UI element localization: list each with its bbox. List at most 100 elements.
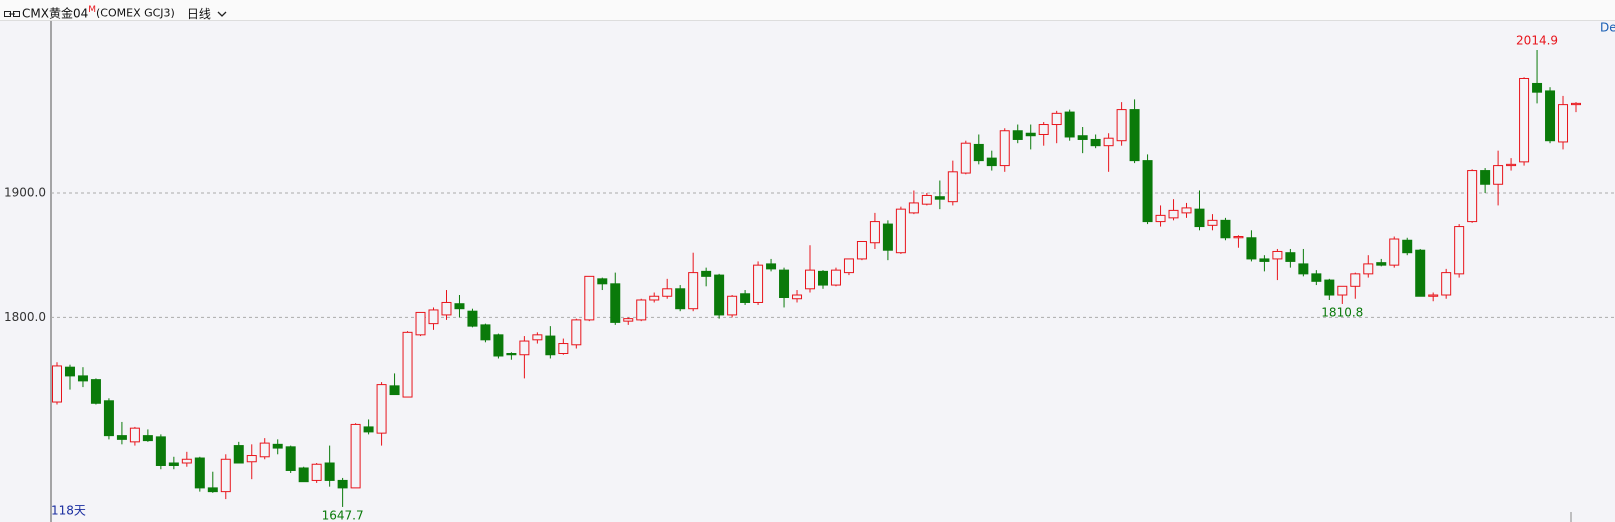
- candle-body: [1077, 135, 1088, 140]
- candle-body: [1272, 250, 1283, 260]
- candle-body: [610, 283, 621, 323]
- code: (COMEX GCJ3): [96, 6, 175, 20]
- candle-body: [960, 142, 971, 174]
- candle-body: [1181, 207, 1192, 214]
- candle-body: [1467, 170, 1478, 223]
- candle-body: [1480, 170, 1491, 185]
- corner-label: De: [1600, 21, 1615, 35]
- candle-body: [1064, 111, 1075, 138]
- candle-body: [1506, 163, 1517, 167]
- candle-body: [1402, 239, 1413, 254]
- candle-body: [1051, 112, 1062, 126]
- candle-body: [1116, 109, 1127, 142]
- low-label: 1647.7: [322, 508, 364, 522]
- candle-body: [1428, 294, 1439, 297]
- candle-body: [64, 366, 75, 377]
- candle-body: [480, 324, 491, 341]
- candle-body: [636, 299, 647, 321]
- candle-body: [220, 458, 231, 493]
- candle-body: [454, 303, 465, 310]
- chevron[interactable]: [213, 7, 227, 21]
- candle-body: [389, 385, 400, 396]
- candle-body: [467, 310, 478, 327]
- candle-body: [259, 442, 270, 458]
- candle-body: [324, 462, 335, 481]
- candle-body: [233, 445, 244, 464]
- candle-body: [207, 487, 218, 493]
- candle-body: [1363, 263, 1374, 275]
- link-icon[interactable]: [4, 4, 22, 24]
- candle-body: [441, 301, 452, 316]
- chevron-glyph: [217, 11, 227, 17]
- candle-body: [103, 400, 114, 437]
- candle-body: [129, 427, 140, 443]
- candle-body: [584, 275, 595, 321]
- candle-body: [1220, 219, 1231, 239]
- candle-body: [415, 311, 426, 336]
- candle-body: [311, 463, 322, 481]
- candle-body: [77, 375, 88, 382]
- candle-body: [1246, 237, 1257, 260]
- candle-body: [1025, 132, 1036, 137]
- candle-body: [675, 288, 686, 310]
- candle-body: [1103, 137, 1114, 147]
- candle-body: [1389, 238, 1400, 266]
- high-label: 2014.9: [1516, 33, 1558, 47]
- candle-body: [740, 293, 751, 303]
- candle-body: [116, 435, 127, 440]
- candle-body: [337, 479, 348, 489]
- day-count: 118天: [51, 504, 86, 518]
- period[interactable]: 日线: [186, 6, 211, 21]
- candle-body: [1350, 273, 1361, 287]
- candle-body: [1376, 262, 1387, 266]
- candle-body: [921, 194, 932, 205]
- candle-body: [688, 272, 699, 310]
- candle-body: [1285, 252, 1296, 262]
- candle-body: [155, 436, 166, 466]
- candle-body: [1194, 208, 1205, 228]
- y-tick-label: 1800.0: [4, 310, 46, 324]
- candle-body: [882, 223, 893, 251]
- candle-body: [545, 335, 556, 356]
- candle-body: [1545, 90, 1556, 142]
- candle-body: [1038, 124, 1049, 135]
- candle-body: [1155, 214, 1166, 223]
- candle-body: [1090, 138, 1101, 147]
- candle-body: [142, 435, 153, 442]
- candle-body: [830, 269, 841, 286]
- candle-body: [727, 295, 738, 316]
- link-glyph: [4, 10, 20, 17]
- candle-body: [662, 288, 673, 297]
- toolbar: CMX黄金04M(COMEX GCJ3) 日线: [0, 0, 1615, 21]
- candle-body: [701, 270, 712, 277]
- candle-body: [558, 343, 569, 354]
- candle-body: [947, 171, 958, 203]
- candle-body: [519, 340, 530, 356]
- candle-body: [1142, 160, 1153, 223]
- candle-body: [895, 208, 906, 254]
- candle-body: [1415, 249, 1426, 297]
- candle-body: [168, 462, 179, 466]
- candle-body: [363, 426, 374, 433]
- candle-body: [428, 309, 439, 325]
- marker: M: [88, 5, 96, 15]
- candle-body: [869, 221, 880, 244]
- candle-body: [805, 269, 816, 290]
- candle-body: [1012, 130, 1023, 140]
- candle-body: [1324, 279, 1335, 296]
- candle-body: [571, 319, 582, 346]
- candle-body: [272, 443, 283, 449]
- candle-body: [766, 263, 777, 270]
- candle-body: [246, 455, 257, 463]
- candle-body: [1337, 285, 1348, 296]
- candle-body: [194, 457, 205, 489]
- candle-body: [506, 352, 517, 356]
- low-label: 1810.8: [1321, 305, 1363, 319]
- candle-body: [934, 196, 945, 200]
- candle-body: [52, 365, 62, 403]
- candle-body: [1129, 109, 1140, 162]
- y-tick-label: 1900.0: [4, 185, 46, 199]
- candle-body: [817, 270, 828, 286]
- candle-body: [986, 157, 997, 167]
